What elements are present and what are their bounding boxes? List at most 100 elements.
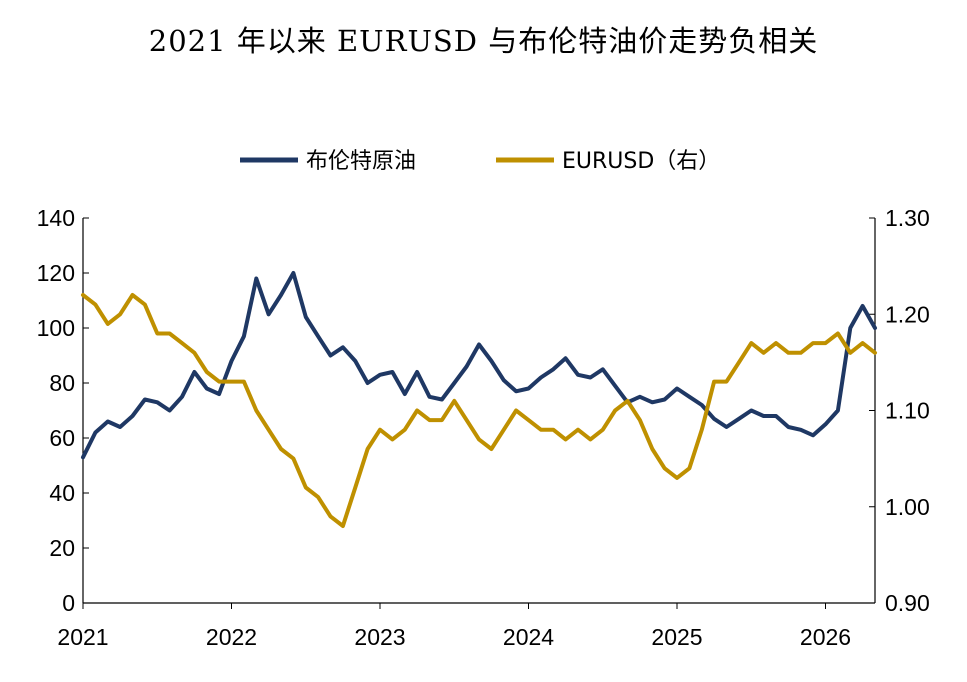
series-2-point [328, 514, 333, 519]
series-1-point [576, 373, 580, 377]
series-1-point [229, 359, 234, 363]
x-tick-label: 2024 [503, 624, 554, 650]
series-line-2 [81, 293, 877, 528]
y-right-tick-label: 1.00 [885, 494, 930, 520]
series-1-point [304, 315, 308, 319]
series-1-point [502, 378, 506, 382]
series-2-point [440, 418, 444, 422]
series-2-point [564, 437, 568, 441]
series-2-point [836, 331, 840, 336]
series-2-point [687, 466, 692, 470]
chart-title: 2021 年以来 EURUSD 与布伦特油价走势负相关 [148, 24, 819, 58]
series-2-point [353, 485, 357, 490]
series-1-point [539, 375, 543, 380]
series-2-point [724, 380, 729, 384]
series-2-point [526, 418, 531, 422]
series-2-point [823, 341, 828, 345]
series-1-point [551, 367, 555, 371]
series-1-point [465, 364, 469, 369]
series-2-point [625, 399, 630, 403]
series-2-point [180, 341, 184, 345]
series-1-point [489, 359, 493, 363]
series-1-point [267, 312, 271, 316]
series-2-point [861, 341, 865, 345]
series-2-point [774, 341, 778, 345]
y-right-tick-label: 1.20 [885, 301, 930, 327]
series-1-point [316, 334, 320, 338]
series-2-point [229, 380, 234, 384]
series-1-point [650, 400, 654, 404]
series-1-point [514, 389, 518, 393]
series-1-point [799, 428, 803, 432]
series-2-point [291, 457, 295, 461]
series-1-point [700, 403, 704, 407]
series-2-point [873, 351, 877, 355]
series-2-point [588, 437, 593, 441]
series-1-point [749, 408, 753, 413]
series-1-point [638, 395, 642, 399]
series-layer [81, 271, 877, 528]
series-1-point [613, 384, 617, 388]
series-1-point [762, 414, 766, 418]
series-1-point [477, 342, 481, 347]
series-1-point [168, 408, 172, 413]
series-1-point [130, 414, 135, 418]
series-2-point [749, 341, 753, 345]
y-right-tick-label: 1.30 [885, 205, 930, 231]
series-2-point [799, 351, 803, 355]
y-left-tick-label: 40 [49, 480, 75, 506]
series-1-point [366, 381, 370, 385]
y-left-tick-label: 0 [62, 590, 75, 616]
series-1-point [291, 271, 295, 275]
y-left-tick-label: 60 [49, 425, 75, 451]
legend: 布伦特原油 EURUSD（右） [240, 149, 720, 174]
series-1-point [205, 386, 209, 391]
series-2-point [514, 408, 518, 413]
series-1-point [848, 326, 852, 330]
legend-label-2: EURUSD（右） [562, 149, 720, 174]
series-2-point [341, 524, 345, 528]
series-1-point [415, 370, 419, 374]
series-2-point [254, 408, 258, 413]
axes: 0 20 40 60 80 100 120 140 0.90 1.00 1.10 1.20 1.30 20… [37, 205, 930, 650]
series-1-point [217, 392, 221, 396]
y-right-tick-label: 1.10 [885, 398, 930, 424]
series-1-point [93, 430, 97, 435]
series-2-point [366, 447, 370, 451]
series-2-point [452, 399, 456, 403]
series-2-point [316, 495, 320, 499]
series-2-point [192, 351, 196, 355]
series-1-point [106, 419, 110, 424]
series-1-point [564, 356, 568, 360]
series-2-point [601, 428, 605, 432]
series-2-point [811, 341, 815, 345]
series-1-point [687, 395, 692, 399]
series-2-point [106, 322, 110, 326]
series-2-point [786, 351, 791, 355]
series-2-point [267, 428, 271, 432]
series-1-point [440, 397, 444, 402]
series-1-point [861, 304, 865, 308]
series-2-point [205, 370, 209, 374]
legend-label-1: 布伦特原油 [306, 149, 416, 174]
series-2-point [130, 293, 135, 297]
series-1-point [143, 397, 147, 402]
series-2-point [403, 428, 407, 432]
series-2-point [217, 380, 221, 384]
series-2-point [427, 418, 432, 422]
series-1-point [601, 367, 605, 371]
series-1-point [353, 359, 357, 363]
series-2-point [304, 485, 308, 490]
series-2-point [155, 331, 159, 336]
series-1-point [254, 276, 258, 281]
series-1-point [663, 397, 667, 402]
series-1-point [242, 334, 246, 338]
series-2-point [143, 303, 147, 307]
series-2-point [712, 380, 716, 384]
series-2-point [700, 428, 704, 432]
series-2-point [737, 360, 741, 364]
series-1-point [811, 433, 815, 437]
series-1-point [81, 455, 85, 459]
series-2-point [378, 428, 382, 432]
